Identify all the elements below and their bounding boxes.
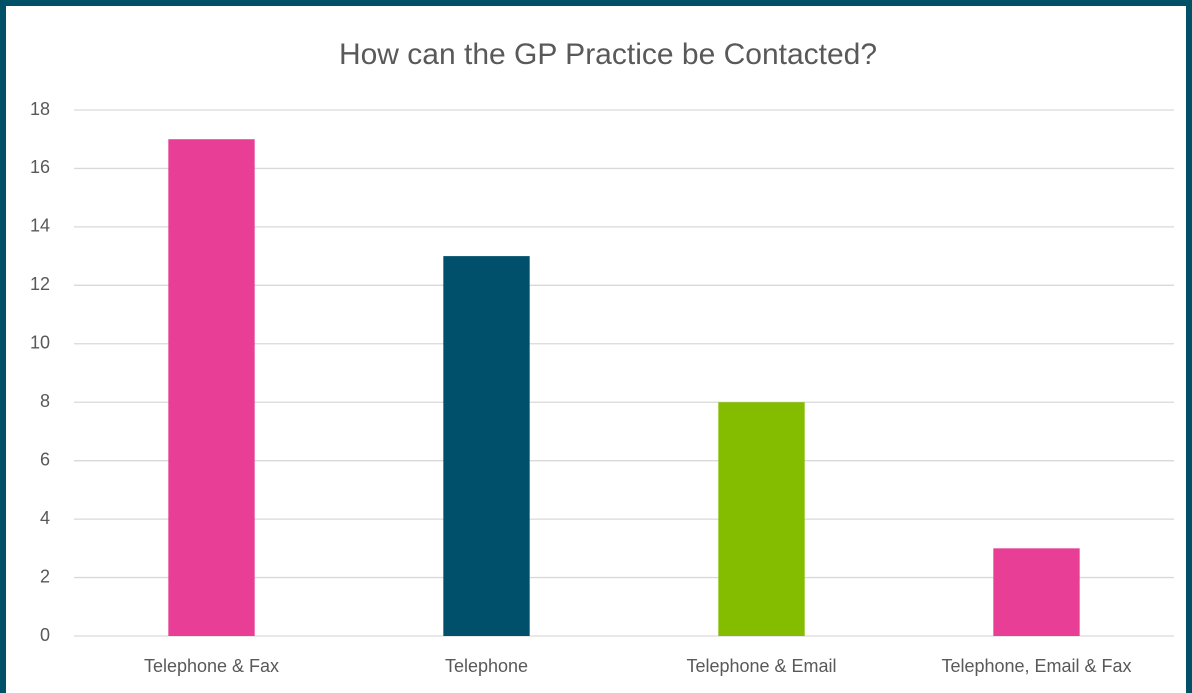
bar (443, 256, 530, 636)
y-tick-label: 14 (30, 216, 50, 236)
x-tick-label: Telephone, Email & Fax (941, 656, 1131, 676)
y-tick-label: 0 (40, 625, 50, 645)
y-tick-label: 10 (30, 333, 50, 353)
x-tick-label: Telephone (445, 656, 528, 676)
y-tick-label: 18 (30, 99, 50, 119)
y-tick-label: 16 (30, 157, 50, 177)
x-tick-label: Telephone & Email (686, 656, 836, 676)
bar (168, 139, 255, 636)
y-tick-label: 8 (40, 391, 50, 411)
y-tick-label: 4 (40, 508, 50, 528)
y-tick-label: 6 (40, 449, 50, 469)
y-tick-label: 12 (30, 274, 50, 294)
y-tick-label: 2 (40, 566, 50, 586)
bar (993, 548, 1080, 636)
chart-title: How can the GP Practice be Contacted? (339, 38, 877, 71)
x-tick-label: Telephone & Fax (144, 656, 279, 676)
bar (718, 402, 805, 636)
